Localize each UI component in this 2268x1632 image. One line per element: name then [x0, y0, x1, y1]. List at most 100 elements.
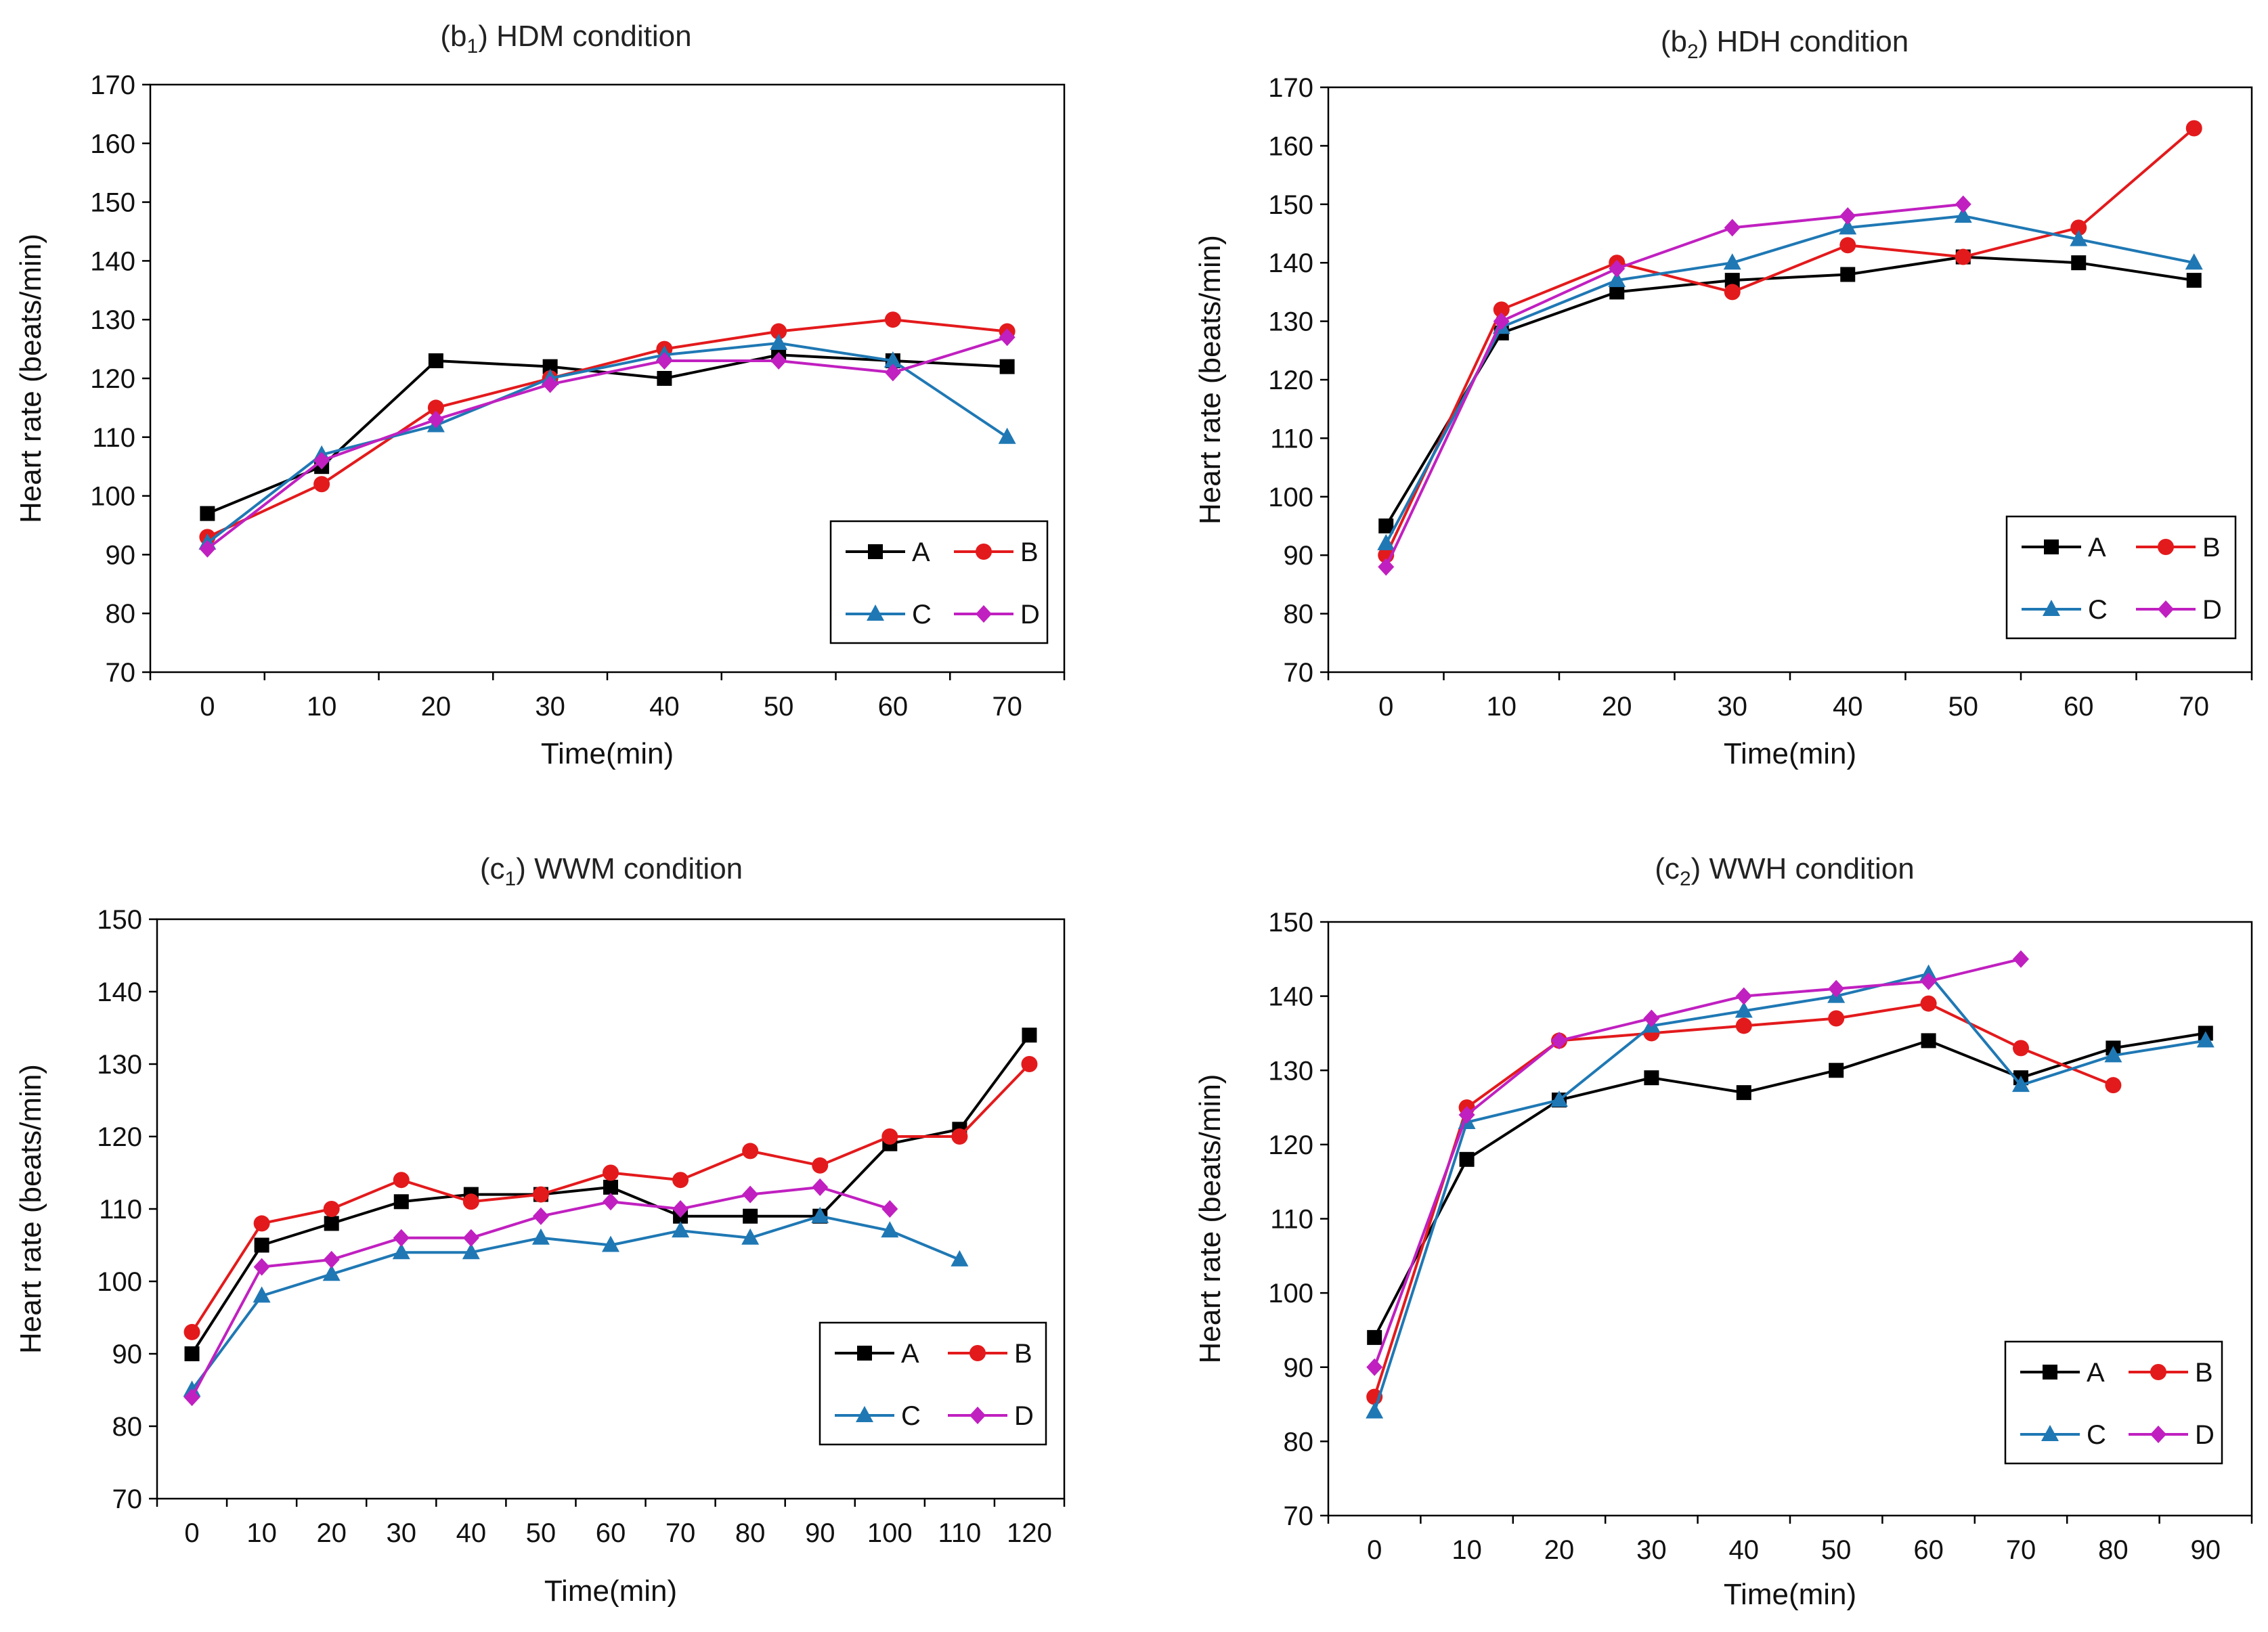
y-tick-label: 140	[1268, 248, 1313, 278]
chart-title-subscript: 1	[467, 35, 479, 58]
x-tick-label: 70	[992, 692, 1022, 722]
x-axis-label: Time(min)	[544, 1574, 677, 1608]
x-tick-label: 50	[1948, 692, 1979, 722]
chart-title-suffix: ) WWH condition	[1691, 852, 1915, 885]
data-point-D	[603, 1193, 619, 1211]
x-tick-label: 30	[1718, 692, 1748, 722]
data-point-C	[884, 351, 902, 368]
x-tick-label: 50	[764, 692, 794, 722]
y-tick-label: 170	[90, 70, 135, 100]
y-tick-label: 120	[1268, 366, 1313, 395]
series-D	[1378, 195, 1971, 576]
y-axis-label: Heart rate (beats/min)	[14, 234, 47, 523]
y-tick-label: 110	[1270, 1205, 1313, 1235]
data-point-C	[2070, 229, 2088, 246]
data-point-A	[1367, 1329, 1382, 1345]
legend-marker-A	[2043, 1365, 2057, 1380]
y-tick-label: 90	[112, 1340, 143, 1369]
data-point-C	[998, 427, 1016, 444]
legend-label-D: D	[2195, 1420, 2215, 1450]
x-tick-label: 60	[596, 1518, 626, 1548]
data-point-C	[602, 1235, 619, 1252]
y-tick-label: 150	[1268, 908, 1313, 938]
x-tick-label: 20	[1602, 692, 1632, 722]
data-point-D	[1735, 987, 1752, 1005]
data-point-D	[770, 351, 787, 370]
y-tick-label: 140	[1268, 982, 1313, 1012]
legend-marker-D	[976, 605, 992, 623]
data-point-D	[199, 539, 216, 558]
x-tick-label: 30	[1636, 1535, 1667, 1565]
series-line-A	[1384, 255, 2195, 527]
series-D	[183, 1178, 898, 1407]
y-tick-label: 160	[90, 129, 135, 159]
legend-label-A: A	[901, 1339, 919, 1369]
data-point-B	[812, 1157, 829, 1174]
data-point-B	[323, 1201, 340, 1217]
series-A	[1378, 249, 2202, 533]
data-point-C	[2104, 1046, 2122, 1063]
data-point-B	[672, 1172, 689, 1189]
y-tick-label: 130	[1268, 1056, 1313, 1086]
data-point-D	[656, 351, 673, 370]
legend-entry-A: A	[2020, 1358, 2105, 1388]
data-point-B	[742, 1143, 759, 1160]
y-tick-label: 130	[1268, 307, 1313, 337]
chart-title: (b1) HDM condition	[440, 20, 691, 58]
y-tick-label: 110	[1270, 424, 1313, 454]
chart-title-subscript: 1	[505, 868, 517, 890]
data-point-A	[1022, 1028, 1037, 1043]
legend: A B C D	[2004, 1340, 2223, 1465]
data-point-C	[881, 1221, 899, 1238]
legend: A B C D	[819, 1321, 1047, 1446]
legend-label-B: B	[2202, 533, 2221, 563]
legend-marker-B	[2150, 1364, 2166, 1380]
data-point-C	[2012, 1076, 2030, 1093]
series-D	[199, 328, 1016, 558]
y-tick-label: 80	[1284, 1427, 1314, 1457]
data-point-C	[1735, 1001, 1753, 1018]
data-point-B	[770, 323, 787, 340]
data-point-C	[322, 1264, 341, 1281]
y-axis-label: Heart rate (beats/min)	[1194, 235, 1227, 525]
legend-box	[819, 1321, 1047, 1446]
y-tick-label: 70	[106, 658, 136, 688]
legend-label-D: D	[2202, 595, 2222, 625]
x-tick-label: 30	[535, 692, 565, 722]
data-point-A	[324, 1216, 339, 1231]
y-tick-label: 130	[90, 305, 135, 335]
y-tick-label: 150	[97, 905, 142, 935]
y-tick-label: 150	[90, 188, 135, 218]
legend-entry-C: C	[835, 1401, 921, 1431]
x-tick-label: 60	[878, 692, 909, 722]
legend-label-B: B	[1014, 1339, 1032, 1369]
data-point-D	[1493, 312, 1510, 330]
x-tick-label: 90	[2191, 1535, 2221, 1565]
chart-title-prefix: (b	[440, 20, 466, 53]
chart-title-prefix: (c	[1655, 852, 1680, 885]
x-axis-label: Time(min)	[541, 737, 674, 770]
data-point-B	[313, 476, 330, 493]
x-tick-label: 0	[1367, 1535, 1382, 1565]
y-tick-label: 100	[90, 482, 135, 512]
legend-marker-A	[2044, 539, 2059, 554]
legend-marker-B	[2158, 539, 2174, 555]
data-point-B	[603, 1164, 619, 1181]
data-point-A	[1829, 1063, 1844, 1078]
data-point-D	[881, 1200, 898, 1218]
data-point-B	[1493, 301, 1510, 318]
chart-title-suffix: ) HDM condition	[478, 20, 691, 53]
data-point-A	[1921, 1033, 1936, 1049]
data-point-B	[2070, 219, 2087, 236]
y-tick-label: 120	[97, 1122, 142, 1152]
data-point-A	[542, 359, 558, 374]
data-point-B	[881, 1128, 898, 1145]
legend-label-C: C	[901, 1401, 921, 1431]
data-point-D	[253, 1258, 270, 1276]
data-point-A	[743, 1208, 758, 1224]
data-point-C	[2196, 1031, 2215, 1048]
y-tick-label: 100	[1268, 483, 1313, 512]
data-point-D	[393, 1229, 410, 1247]
data-point-A	[200, 506, 215, 521]
y-tick-label: 160	[1268, 131, 1313, 161]
